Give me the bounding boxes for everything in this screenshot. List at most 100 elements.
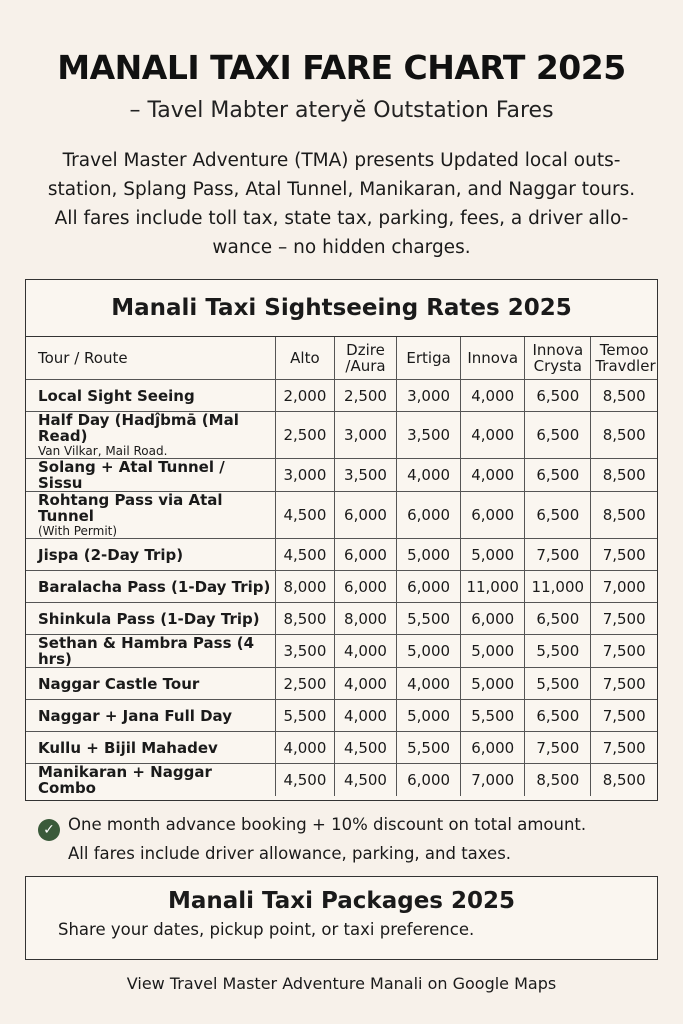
fare-cell: 4,000 (396, 458, 462, 492)
fare-cell: 4,500 (333, 763, 398, 796)
booking-note: ✓ One month advance booking + 10% discoun… (38, 812, 648, 867)
fare-cell: 5,000 (396, 634, 462, 668)
column-header-label: Temoo (599, 341, 649, 359)
fare-cell: 2,000 (274, 379, 335, 412)
fare-cell: 6,000 (396, 570, 462, 603)
fare-cell: 5,500 (396, 731, 462, 764)
fare-cell: 6,000 (460, 491, 526, 539)
fare-cell: 6,000 (460, 731, 526, 764)
fare-cell: 11,000 (524, 570, 592, 603)
discount-note: One month advance booking + 10% discount… (68, 815, 587, 834)
fare-cell: 5,000 (460, 538, 526, 571)
fare-cell: 4,000 (333, 699, 398, 732)
fare-cell: 11,000 (460, 570, 526, 603)
fare-cell: 5,500 (460, 699, 526, 732)
fare-cell: 5,500 (396, 602, 462, 635)
fare-cell: 3,000 (396, 379, 462, 412)
table-row: Rohtang Pass via Atal Tunnel (With Permit… (26, 491, 657, 539)
google-maps-link[interactable]: View Travel Master Adventure Manali on G… (126, 974, 557, 993)
fare-cell: 3,500 (396, 411, 462, 459)
fare-cell: 8,500 (274, 602, 335, 635)
column-header-label: Tour / Route (38, 349, 128, 367)
route-name: Solang + Atal Tunnel / Sissu (38, 458, 225, 492)
fare-cell: 6,500 (524, 379, 592, 412)
fare-cell: 3,500 (333, 458, 398, 492)
fare-cell: 5,000 (396, 538, 462, 571)
column-header-route: Tour / Route (26, 337, 276, 380)
packages-text: Share your dates, pickup point, or taxi … (58, 920, 475, 939)
fare-cell: 5,500 (274, 699, 335, 732)
fare-cell: 8,500 (590, 411, 657, 459)
fare-cell: 6,500 (524, 699, 592, 732)
fare-cell: 4,000 (333, 667, 398, 700)
fare-cell: 4,000 (274, 731, 335, 764)
column-header-label: Dzire (346, 341, 385, 359)
fare-cell: 7,000 (590, 570, 657, 603)
page-subtitle: – Tavel Mabter ateryĕ Outstation Fares (129, 98, 554, 123)
fares-include-note: All fares include driver allowance, park… (68, 844, 512, 863)
route-cell: Kullu + Bijil Mahadev (26, 731, 276, 764)
column-header-vehicle: Alto (274, 337, 335, 380)
fare-cell: 2,500 (333, 379, 398, 412)
fare-cell: 4,500 (274, 538, 335, 571)
intro-paragraph: Travel Master Adventure (TMA) presents U… (30, 146, 653, 262)
route-name: Manikaran + Naggar Combo (38, 763, 212, 796)
fare-cell: 8,500 (590, 379, 657, 412)
fare-cell: 7,500 (590, 538, 657, 571)
fare-cell: 7,500 (590, 699, 657, 732)
fare-cell: 3,500 (274, 634, 335, 668)
route-cell: Sethan & Hambra Pass (4 hrs) (26, 634, 276, 668)
intro-line: station, Splang Pass, Atal Tunnel, Manik… (47, 179, 636, 200)
column-header-label: Ertiga (406, 349, 451, 367)
route-name: Baralacha Pass (1-Day Trip) (38, 577, 271, 596)
fare-cell: 6,500 (524, 458, 592, 492)
route-cell: Half Day (Hadĵbmā (Mal Read) Van Vilkar, … (26, 411, 276, 459)
route-name: Jispa (2-Day Trip) (38, 545, 184, 564)
intro-line: wance – no hidden charges. (212, 237, 471, 258)
fare-cell: 5,000 (460, 667, 526, 700)
table-header-row: Tour / Route Alto Dzire/Aura Ertiga Innova In… (26, 337, 657, 380)
route-name: Sethan & Hambra Pass (4 hrs) (38, 634, 255, 668)
packages-title: Manali Taxi Packages 2025 (167, 888, 516, 914)
page-title: MANALI TAXI FARE CHART 2025 (57, 48, 626, 87)
packages-panel: Manali Taxi Packages 2025 Share your dat… (25, 876, 658, 960)
rates-panel: Manali Taxi Sightseeing Rates 2025 Tour … (25, 279, 658, 801)
fare-cell: 4,500 (274, 763, 335, 796)
table-row: Kullu + Bijil Mahadev 4,000 4,500 5,500 6,00… (26, 731, 657, 764)
fare-cell: 4,500 (274, 491, 335, 539)
route-cell: Baralacha Pass (1-Day Trip) (26, 570, 276, 603)
intro-line: Travel Master Adventure (TMA) presents U… (62, 150, 621, 171)
fare-cell: 6,000 (333, 570, 398, 603)
fare-cell: 6,000 (333, 491, 398, 539)
route-name: Half Day (Hadĵbmā (Mal Read) (38, 411, 239, 445)
route-note: Van Vilkar, Mail Road. (38, 444, 168, 458)
route-cell: Rohtang Pass via Atal Tunnel (With Permit… (26, 491, 276, 539)
route-name: Rohtang Pass via Atal Tunnel (38, 491, 223, 525)
column-header-label-line2: Travdler (595, 357, 656, 375)
fare-cell: 4,000 (460, 379, 526, 412)
route-name: Naggar + Jana Full Day (38, 706, 232, 725)
fare-cell: 5,500 (524, 634, 592, 668)
column-header-vehicle: Ertiga (396, 337, 462, 380)
route-cell: Jispa (2-Day Trip) (26, 538, 276, 571)
fare-cell: 6,000 (460, 602, 526, 635)
fare-cell: 6,500 (524, 602, 592, 635)
table-row: Baralacha Pass (1-Day Trip) 8,000 6,000 6,0… (26, 570, 657, 603)
table-row: Jispa (2-Day Trip) 4,500 6,000 5,000 5,000 7,… (26, 538, 657, 571)
fare-cell: 4,000 (460, 458, 526, 492)
rates-title: Manali Taxi Sightseeing Rates 2025 (26, 280, 657, 337)
fare-cell: 7,500 (590, 602, 657, 635)
fare-table-body: Local Sight Seeing 2,000 2,500 3,000 4,000 6,… (26, 379, 657, 796)
table-row: Manikaran + Naggar Combo 4,500 4,500 6,000 7… (26, 763, 657, 796)
route-cell: Local Sight Seeing (26, 379, 276, 412)
column-header-vehicle: Temoo Travdler (590, 337, 657, 380)
fare-cell: 4,000 (333, 634, 398, 668)
fare-cell: 4,500 (333, 731, 398, 764)
fare-cell: 8,500 (590, 458, 657, 492)
fare-cell: 4,000 (396, 667, 462, 700)
fare-cell: 5,500 (524, 667, 592, 700)
route-cell: Manikaran + Naggar Combo (26, 763, 276, 796)
fare-cell: 6,500 (524, 491, 592, 539)
column-header-label-line2: Crysta (533, 357, 582, 375)
table-row: Naggar Castle Tour 2,500 4,000 4,000 5,000 5,… (26, 667, 657, 700)
